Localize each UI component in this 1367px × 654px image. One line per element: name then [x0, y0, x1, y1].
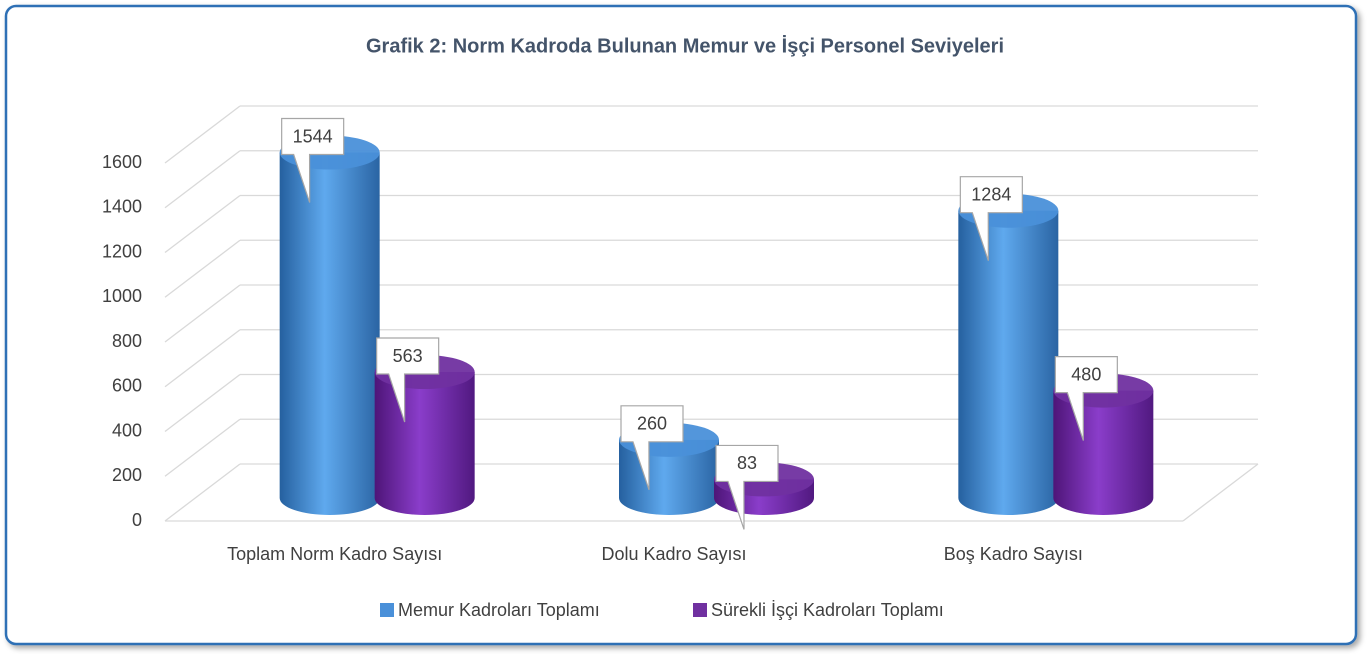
label-callout — [715, 444, 779, 530]
label-callout — [1054, 356, 1118, 441]
bar — [958, 193, 1059, 515]
y-tick-label: 800 — [112, 331, 142, 351]
grid-line-side — [164, 373, 241, 433]
bar-body — [958, 210, 1059, 515]
grid-line-side — [164, 194, 241, 254]
bar-body — [279, 152, 380, 515]
grid-line-side — [164, 418, 241, 477]
data-label: 260 — [637, 414, 667, 434]
legend-label: Sürekli İşçi Kadroları Toplamı — [711, 600, 944, 620]
y-tick-label: 1400 — [102, 197, 142, 217]
chart-title: Grafik 2: Norm Kadroda Bulunan Memur ve … — [366, 34, 1004, 57]
y-tick-label: 200 — [112, 465, 142, 485]
y-tick-label: 1000 — [102, 286, 142, 306]
bar — [279, 135, 380, 515]
bar-body — [1053, 390, 1154, 515]
data-label: 83 — [737, 453, 757, 473]
label-callout — [959, 176, 1023, 261]
label-callout — [281, 117, 345, 203]
bar-body — [374, 372, 475, 515]
grid-line-side — [164, 150, 241, 209]
x-tick-label: Toplam Norm Kadro Sayısı — [227, 544, 442, 564]
grid-line-side — [164, 105, 241, 164]
label-callout — [620, 405, 684, 491]
grid-line-side — [164, 284, 241, 343]
y-tick-label: 1600 — [102, 152, 142, 172]
y-tick-label: 0 — [132, 510, 142, 530]
floor-edge-right — [1182, 463, 1259, 522]
grid-line-side — [164, 463, 241, 522]
x-tick-label: Dolu Kadro Sayısı — [601, 544, 746, 564]
y-tick-label: 1200 — [102, 241, 142, 261]
data-label: 1284 — [971, 184, 1011, 204]
bar — [374, 355, 475, 515]
data-label: 563 — [393, 346, 423, 366]
legend-swatch — [380, 603, 394, 617]
x-tick-label: Boş Kadro Sayısı — [944, 544, 1083, 564]
grid-line-side — [164, 329, 241, 388]
data-label: 480 — [1071, 364, 1101, 384]
legend-swatch — [693, 603, 707, 617]
y-tick-label: 600 — [112, 376, 142, 396]
legend-label: Memur Kadroları Toplamı — [398, 600, 600, 620]
y-tick-label: 400 — [112, 420, 142, 440]
grid-line-side — [164, 239, 241, 298]
data-label: 1544 — [293, 126, 333, 146]
label-callout — [376, 337, 440, 423]
